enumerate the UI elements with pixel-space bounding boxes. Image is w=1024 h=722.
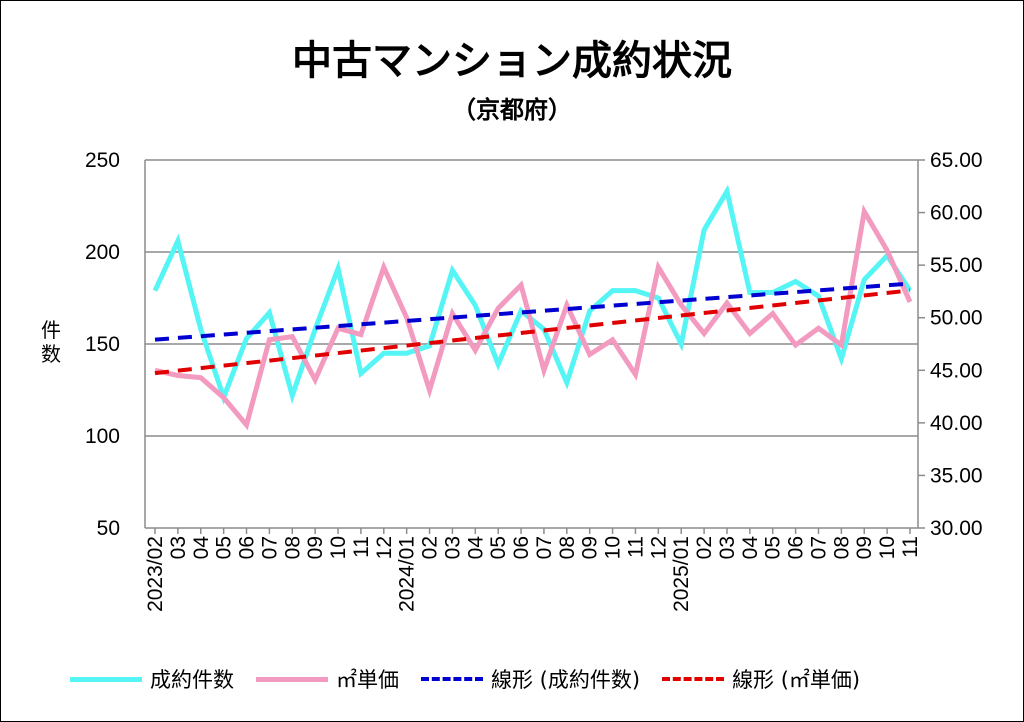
x-tick-label: 04 <box>190 536 213 560</box>
legend-swatch <box>256 676 328 682</box>
y2-tick-label: 50.00 <box>930 307 983 330</box>
x-tick-label: 10 <box>602 536 625 559</box>
legend-item: 線形 (㎡単価) <box>662 664 860 694</box>
x-tick-label: 03 <box>716 536 739 559</box>
x-tick-label: 2025/01 <box>670 536 693 612</box>
chart-title: 中古マンション成約状況 <box>292 38 732 84</box>
x-tick-label: 11 <box>899 536 922 558</box>
x-tick-label: 04 <box>464 536 487 560</box>
chart-subtitle: （京都府） <box>452 96 572 124</box>
x-tick-label: 02 <box>419 536 442 559</box>
x-tick-label: 03 <box>441 536 464 559</box>
y-axis-label: 件数 <box>41 318 61 366</box>
y-tick-label: 150 <box>85 333 120 356</box>
y2-tick-label: 30.00 <box>930 517 983 540</box>
y-tick-label: 50 <box>97 517 120 540</box>
x-tick-label: 06 <box>236 536 259 559</box>
legend-label: ㎡単価 <box>336 668 399 692</box>
legend-swatch <box>70 676 142 682</box>
x-tick-label: 10 <box>876 536 899 559</box>
x-tick-label: 05 <box>487 536 510 559</box>
x-tick-label: 09 <box>853 536 876 559</box>
y2-tick-label: 45.00 <box>930 359 983 382</box>
legend-item: 線形 (成約件数) <box>421 664 640 694</box>
x-tick-label: 02 <box>693 536 716 559</box>
y2-tick-label: 65.00 <box>930 149 983 172</box>
x-tick-label: 12 <box>373 536 396 559</box>
legend-item: ㎡単価 <box>256 664 399 694</box>
x-tick-label: 09 <box>579 536 602 559</box>
x-tick-label: 09 <box>304 536 327 559</box>
y2-tick-label: 40.00 <box>930 412 983 435</box>
y2-tick-label: 60.00 <box>930 202 983 225</box>
legend-swatch <box>421 677 483 681</box>
legend-swatch <box>662 677 725 681</box>
y-tick-label: 250 <box>85 149 120 172</box>
series-line-2 <box>154 204 913 431</box>
x-tick-label: 08 <box>281 536 304 559</box>
legend-label: 線形 (成約件数) <box>491 668 641 692</box>
trendline-1 <box>154 281 911 342</box>
x-tick-label: 05 <box>213 536 236 559</box>
trendline-2 <box>154 288 911 376</box>
x-tick-label: 08 <box>830 536 853 559</box>
x-tick-label: 04 <box>739 536 762 560</box>
x-tick-label: 07 <box>807 536 830 559</box>
y2-tick-label: 35.00 <box>930 464 983 487</box>
x-tick-label: 06 <box>785 536 808 559</box>
y-tick-label: 200 <box>85 241 120 264</box>
y2-tick-label: 55.00 <box>930 254 983 277</box>
x-tick-label: 03 <box>167 536 190 559</box>
x-tick-label: 2023/02 <box>144 536 167 612</box>
x-tick-label: 07 <box>258 536 281 559</box>
legend-label: 線形 (㎡単価) <box>732 668 861 692</box>
x-tick-label: 2024/01 <box>396 536 419 612</box>
series-line-1 <box>152 184 913 405</box>
x-tick-label: 07 <box>533 536 556 559</box>
x-tick-label: 05 <box>762 536 785 559</box>
x-tick-label: 06 <box>510 536 533 559</box>
x-tick-label: 08 <box>556 536 579 559</box>
x-tick-label: 10 <box>327 536 350 559</box>
legend-label: 成約件数 <box>150 668 234 692</box>
x-tick-label: 11 <box>624 536 647 558</box>
x-tick-label: 11 <box>350 536 373 558</box>
y-tick-label: 100 <box>85 425 120 448</box>
x-tick-label: 12 <box>647 536 670 559</box>
legend-item: 成約件数 <box>70 664 234 694</box>
legend: 成約件数 ㎡単価 線形 (成約件数) 線形 (㎡単価) <box>70 664 882 694</box>
